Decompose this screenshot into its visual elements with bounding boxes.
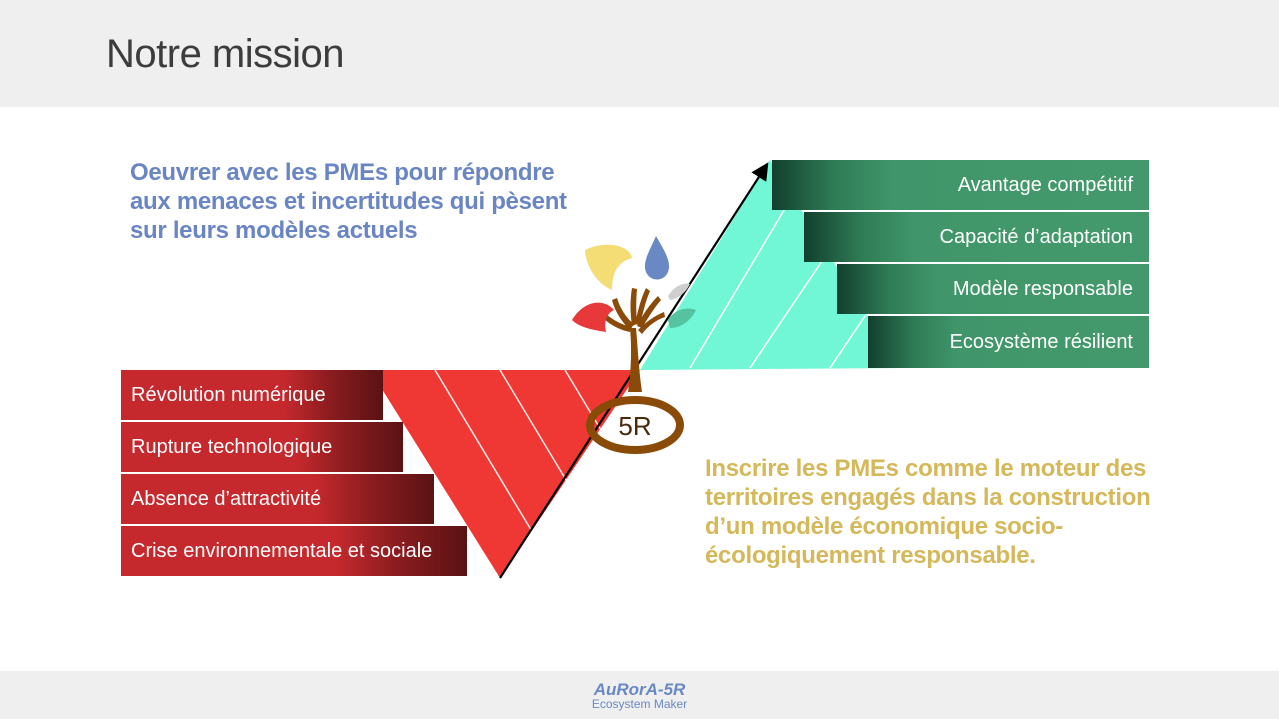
threat-row: Crise environnementale et sociale — [121, 526, 467, 576]
mission-statement-top: Oeuvrer avec les PMEs pour répondre aux … — [130, 159, 567, 244]
outcome-row: Ecosystème résilient — [868, 316, 1149, 368]
outcome-row: Avantage compétitif — [772, 160, 1149, 210]
threat-label: Crise environnementale et sociale — [131, 539, 433, 562]
center-label: 5R — [618, 411, 652, 441]
header-bar — [0, 0, 1279, 107]
threat-row: Rupture technologique — [121, 422, 403, 472]
green-leaf-icon — [668, 308, 696, 328]
threat-triangle — [370, 370, 640, 578]
outcome-label: Modèle responsable — [952, 277, 1133, 300]
red-leaf-icon — [572, 302, 614, 332]
brand-logo: AuRorA-5R Ecosystem Maker — [0, 681, 1279, 711]
yellow-leaf-icon — [585, 244, 632, 290]
logo-name: AuRorA-5R — [593, 680, 686, 699]
footer-bar — [0, 671, 1279, 719]
roots-ring — [586, 396, 684, 454]
mission-statement-bottom: Inscrire les PMEs comme le moteur des te… — [705, 455, 1151, 569]
blue-leaf-icon — [644, 236, 670, 280]
threat-label: Absence d’attractivité — [131, 487, 322, 510]
outcome-label: Avantage compétitif — [957, 173, 1133, 196]
grey-leaf-icon — [668, 283, 690, 300]
outcome-label: Capacité d’adaptation — [939, 225, 1133, 248]
logo-tagline: Ecosystem Maker — [591, 697, 688, 711]
threat-label: Rupture technologique — [131, 435, 333, 458]
threat-row: Absence d’attractivité — [121, 474, 434, 524]
threat-row: Révolution numérique — [121, 370, 383, 420]
outcome-triangle — [640, 160, 900, 370]
threat-label: Révolution numérique — [131, 383, 326, 406]
outcome-row: Capacité d’adaptation — [804, 212, 1149, 262]
tree-hand-icon — [602, 288, 665, 392]
outcome-label: Ecosystème résilient — [949, 330, 1133, 353]
page-title: Notre mission — [106, 32, 345, 76]
outcome-row: Modèle responsable — [837, 264, 1149, 314]
